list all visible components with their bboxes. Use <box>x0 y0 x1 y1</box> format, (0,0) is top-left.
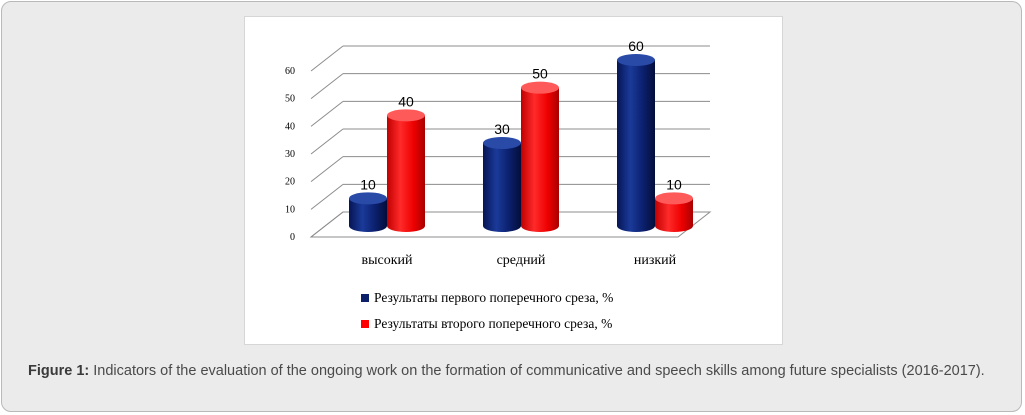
data-label: 50 <box>532 66 548 82</box>
legend-swatch <box>361 294 369 302</box>
chart-floor <box>309 211 712 238</box>
bars <box>349 54 693 233</box>
data-label: 40 <box>398 93 414 109</box>
category-label: низкий <box>634 253 677 268</box>
gridline-diagonal <box>310 73 344 100</box>
y-tick-label: 0 <box>290 232 295 243</box>
bar-body <box>521 87 559 233</box>
legend-label: Результаты первого поперечного среза, % <box>374 290 613 305</box>
bar-cap <box>349 192 387 205</box>
bar <box>617 54 655 232</box>
figure-caption: Figure 1: Indicators of the evaluation o… <box>28 362 1008 380</box>
bar <box>483 137 521 232</box>
data-labels: 10 40 30 50 60 10 <box>360 38 682 192</box>
figure-caption-text: Indicators of the evaluation of the ongo… <box>89 363 985 379</box>
bar-cap <box>387 109 425 122</box>
x-axis-categories: высокий средний низкий <box>361 253 676 268</box>
gridline-diagonal <box>310 100 344 127</box>
figure-label: Figure 1: <box>28 363 90 379</box>
bar-body <box>617 60 655 232</box>
gridline-diagonal <box>310 128 344 155</box>
chart-container: 0 10 20 30 40 50 60 10 40 30 50 60 10 высокий средни… <box>244 16 783 345</box>
y-axis-ticks: 0 10 20 30 40 50 60 <box>285 66 295 243</box>
bar-cap <box>617 54 655 66</box>
category-label: средний <box>497 253 546 268</box>
bar-cap <box>521 81 559 94</box>
bar-cap <box>483 137 521 149</box>
legend-swatch <box>361 320 369 328</box>
bar <box>349 192 387 232</box>
data-label: 10 <box>666 176 682 192</box>
bar <box>655 192 693 232</box>
bar-cap <box>655 192 693 205</box>
y-tick-label: 40 <box>285 121 295 132</box>
y-tick-label: 60 <box>285 66 295 77</box>
legend-label: Результаты второго поперечного среза, % <box>374 316 612 331</box>
bar-body <box>387 115 425 232</box>
gridline-diagonal <box>310 45 344 72</box>
data-label: 60 <box>628 38 644 54</box>
bar-body <box>483 143 521 232</box>
data-label: 30 <box>494 121 510 137</box>
y-tick-label: 50 <box>285 94 295 105</box>
y-tick-label: 10 <box>285 204 295 215</box>
gridline-diagonal <box>310 156 344 183</box>
data-label: 10 <box>360 176 376 192</box>
gridline-diagonal <box>310 183 344 210</box>
y-tick-label: 30 <box>285 149 295 160</box>
bar-chart: 0 10 20 30 40 50 60 10 40 30 50 60 10 высокий средни… <box>285 38 712 331</box>
category-label: высокий <box>361 253 413 268</box>
bar-body <box>655 198 693 232</box>
bar <box>387 109 425 232</box>
bar-body <box>349 198 387 232</box>
legend: Результаты первого поперечного среза, % Р… <box>361 290 613 331</box>
bar <box>521 81 559 233</box>
y-tick-label: 20 <box>285 177 295 188</box>
